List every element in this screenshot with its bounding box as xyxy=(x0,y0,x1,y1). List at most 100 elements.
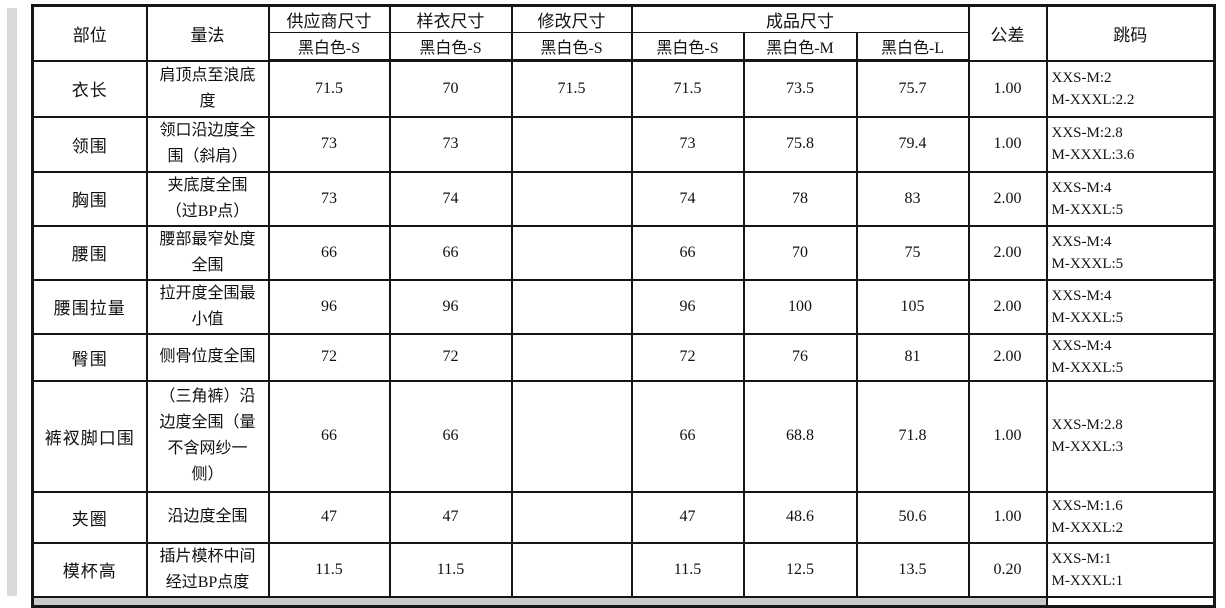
table-row: 臀围 侧骨位度全围 72 72 72 76 81 2.00 XXS-M:4 M-… xyxy=(31,332,1216,382)
cell-part: 衣长 xyxy=(31,59,148,118)
cell-tolerance: 0.20 xyxy=(967,541,1048,598)
cell-tolerance: 2.00 xyxy=(967,170,1048,227)
cell-finished-l: 75.7 xyxy=(855,59,970,118)
cell-tolerance: 2.00 xyxy=(967,224,1048,281)
cell-part: 裤衩脚口围 xyxy=(31,379,148,493)
cell-part: 胸围 xyxy=(31,170,148,227)
cell-grading: XXS-M:2.8 M-XXXL:3 xyxy=(1045,379,1216,493)
cell-finished-s: 66 xyxy=(630,224,745,281)
cell-method: 插片模杯中间 经过BP点度 xyxy=(145,541,270,598)
cell-tolerance: 1.00 xyxy=(967,115,1048,173)
table-row: 腰围 腰部最窄处度 全围 66 66 66 70 75 2.00 XXS-M:4… xyxy=(31,224,1216,281)
cell-supplier-s: 71.5 xyxy=(267,59,391,118)
cell-sample-s: 70 xyxy=(388,59,513,118)
cell-grading: XXS-M:1 M-XXXL:1 xyxy=(1045,541,1216,598)
col-header-method: 量法 xyxy=(145,4,270,62)
cell-grading: XXS-M:4 M-XXXL:5 xyxy=(1045,278,1216,335)
cell-modified-s xyxy=(510,541,633,598)
bottom-white-fill xyxy=(1045,595,1216,608)
cell-finished-s: 47 xyxy=(630,490,745,544)
header-row-2: 黑白色-S 黑白色-S 黑白色-S 黑白色-S 黑白色-M 黑白色-L xyxy=(33,32,1215,62)
cell-part: 腰围 xyxy=(31,224,148,281)
subheader-finished-m: 黑白色-M xyxy=(742,32,858,62)
cell-method: 肩顶点至浪底 度 xyxy=(145,59,270,118)
cell-modified-s xyxy=(510,379,633,493)
cell-tolerance: 2.00 xyxy=(967,278,1048,335)
cell-part: 领围 xyxy=(31,115,148,173)
cell-sample-s: 72 xyxy=(388,332,513,382)
cell-sample-s: 66 xyxy=(388,224,513,281)
table-row: 领围 领口沿边度全 围（斜肩） 73 73 73 75.8 79.4 1.00 … xyxy=(31,115,1216,173)
cell-part: 臀围 xyxy=(31,332,148,382)
cell-supplier-s: 66 xyxy=(267,379,391,493)
cell-tolerance: 1.00 xyxy=(967,59,1048,118)
cell-finished-m: 100 xyxy=(742,278,858,335)
cell-finished-l: 75 xyxy=(855,224,970,281)
bottom-gray-row xyxy=(31,595,1216,608)
cell-tolerance: 1.00 xyxy=(967,379,1048,493)
col-header-grading: 跳码 xyxy=(1045,4,1216,62)
cell-finished-s: 71.5 xyxy=(630,59,745,118)
subheader-modified-s: 黑白色-S xyxy=(510,32,633,62)
cell-method: 夹底度全围 （过BP点） xyxy=(145,170,270,227)
cell-sample-s: 66 xyxy=(388,379,513,493)
subheader-finished-l: 黑白色-L xyxy=(855,32,970,62)
cell-finished-s: 66 xyxy=(630,379,745,493)
cell-finished-s: 11.5 xyxy=(630,541,745,598)
subheader-sample-s: 黑白色-S xyxy=(388,32,513,62)
cell-grading: XXS-M:4 M-XXXL:5 xyxy=(1045,332,1216,382)
cell-part: 夹圈 xyxy=(31,490,148,544)
left-gray-strip xyxy=(7,8,17,596)
cell-finished-s: 72 xyxy=(630,332,745,382)
cell-method: 拉开度全围最 小值 xyxy=(145,278,270,335)
cell-modified-s xyxy=(510,332,633,382)
cell-finished-l: 71.8 xyxy=(855,379,970,493)
cell-modified-s xyxy=(510,170,633,227)
subheader-finished-s: 黑白色-S xyxy=(630,32,745,62)
cell-tolerance: 1.00 xyxy=(967,490,1048,544)
col-header-part: 部位 xyxy=(31,4,148,62)
cell-grading: XXS-M:2.8 M-XXXL:3.6 xyxy=(1045,115,1216,173)
cell-modified-s xyxy=(510,278,633,335)
cell-grading: XXS-M:4 M-XXXL:5 xyxy=(1045,224,1216,281)
col-header-modified: 修改尺寸 xyxy=(510,4,633,33)
table-row: 裤衩脚口围 （三角裤）沿 边度全围（量 不含网纱一 侧） 66 66 66 68… xyxy=(31,379,1216,493)
cell-finished-l: 79.4 xyxy=(855,115,970,173)
cell-part: 腰围拉量 xyxy=(31,278,148,335)
cell-finished-m: 70 xyxy=(742,224,858,281)
cell-sample-s: 11.5 xyxy=(388,541,513,598)
cell-sample-s: 73 xyxy=(388,115,513,173)
cell-finished-m: 76 xyxy=(742,332,858,382)
cell-finished-m: 12.5 xyxy=(742,541,858,598)
cell-tolerance: 2.00 xyxy=(967,332,1048,382)
cell-sample-s: 47 xyxy=(388,490,513,544)
bottom-gray-fill xyxy=(31,595,1048,608)
size-spec-table: 部位 量法 供应商尺寸 样衣尺寸 修改尺寸 成品尺寸 公差 跳码 黑白色-S 黑… xyxy=(31,4,1217,608)
table-row: 胸围 夹底度全围 （过BP点） 73 74 74 78 83 2.00 XXS-… xyxy=(31,170,1216,227)
cell-method: 腰部最窄处度 全围 xyxy=(145,224,270,281)
col-header-sample: 样衣尺寸 xyxy=(388,4,513,33)
cell-grading: XXS-M:1.6 M-XXXL:2 xyxy=(1045,490,1216,544)
cell-part: 模杯高 xyxy=(31,541,148,598)
table-row: 腰围拉量 拉开度全围最 小值 96 96 96 100 105 2.00 XXS… xyxy=(31,278,1216,335)
cell-finished-l: 13.5 xyxy=(855,541,970,598)
cell-modified-s xyxy=(510,490,633,544)
cell-supplier-s: 73 xyxy=(267,115,391,173)
cell-method: 沿边度全围 xyxy=(145,490,270,544)
cell-sample-s: 96 xyxy=(388,278,513,335)
cell-finished-l: 83 xyxy=(855,170,970,227)
col-header-tolerance: 公差 xyxy=(967,4,1048,62)
cell-supplier-s: 47 xyxy=(267,490,391,544)
cell-finished-m: 48.6 xyxy=(742,490,858,544)
cell-finished-s: 73 xyxy=(630,115,745,173)
cell-method: 领口沿边度全 围（斜肩） xyxy=(145,115,270,173)
subheader-supplier-s: 黑白色-S xyxy=(267,32,391,62)
col-header-supplier: 供应商尺寸 xyxy=(267,4,391,33)
cell-modified-s xyxy=(510,115,633,173)
cell-modified-s: 71.5 xyxy=(510,59,633,118)
cell-finished-l: 50.6 xyxy=(855,490,970,544)
col-header-finished: 成品尺寸 xyxy=(630,4,970,33)
cell-modified-s xyxy=(510,224,633,281)
cell-finished-m: 78 xyxy=(742,170,858,227)
cell-method: 侧骨位度全围 xyxy=(145,332,270,382)
